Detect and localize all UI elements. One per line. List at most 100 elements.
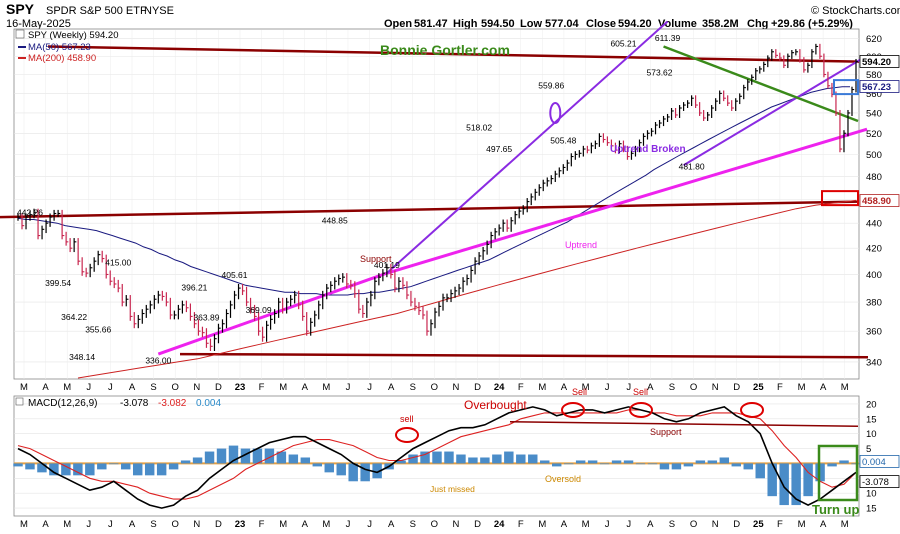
x-tick-label: A xyxy=(129,382,136,393)
price-point-label: 497.65 xyxy=(486,144,512,154)
price-tag-box xyxy=(859,80,900,93)
price-point-label: 348.14 xyxy=(69,352,95,362)
macd-hist-bar xyxy=(49,463,59,476)
macd-x-tick-label: F xyxy=(777,519,783,530)
macd-hist-bar xyxy=(396,460,406,464)
macd-x-tick-label: J xyxy=(108,519,113,530)
macd-x-tick-label: S xyxy=(410,519,416,530)
x-tick-label: J xyxy=(605,382,610,393)
x-tick-label: S xyxy=(150,382,156,393)
macd-legend-hist: 0.004 xyxy=(196,398,221,409)
price-x-axis: M A M J J A S O N D 23 F M A M J J A S O N D 24 F M A M J J A S O N D 25 F M… xyxy=(20,382,849,393)
macd-x-tick-label: A xyxy=(42,519,49,530)
x-tick-label: A xyxy=(42,382,49,393)
close-label: Close xyxy=(586,18,616,30)
macd-hist-bar xyxy=(623,460,634,464)
ma50-line xyxy=(17,86,850,296)
macd-legend-label: MACD(12,26,9) xyxy=(28,398,97,409)
macd-tag-box xyxy=(859,455,900,468)
macd-axis-tags: 0.004 -3.078 xyxy=(859,455,900,488)
macd-x-tick-label: D xyxy=(474,519,481,530)
macd-hist-bar xyxy=(659,463,670,470)
macd-x-tick-label: A xyxy=(302,519,309,530)
macd-hist-bar xyxy=(779,463,789,506)
price-point-label: 399.54 xyxy=(45,278,71,288)
price-point-label: 401.19 xyxy=(374,260,400,270)
price-point-label: 481.80 xyxy=(679,161,705,171)
x-tick-label: O xyxy=(431,382,438,393)
macd-hist-bar xyxy=(312,463,323,467)
chg-label: Chg xyxy=(747,18,768,30)
price-tick-label: 580 xyxy=(866,70,882,81)
macd-hist-bar xyxy=(504,451,514,464)
support-label: Support xyxy=(360,254,392,264)
watermark: Bonnie Gortler.com xyxy=(380,42,510,58)
price-bars xyxy=(17,43,859,351)
x-tick-label: M xyxy=(20,382,28,393)
macd-hist-bar xyxy=(408,454,418,464)
macd-x-tick-label: N xyxy=(712,519,719,530)
macd-x-tick-label: M xyxy=(63,519,71,530)
macd-hist-bar xyxy=(97,463,107,470)
price-point-label: 605.21 xyxy=(610,39,636,49)
macd-hist-bar xyxy=(731,463,742,467)
price-overlays xyxy=(0,20,869,379)
macd-hist-bar xyxy=(13,463,23,467)
macd-hist-bar xyxy=(168,463,179,470)
macd-hist-bar xyxy=(61,463,71,476)
price-tick-label: 560 xyxy=(866,89,882,100)
x-tick-label: N xyxy=(453,382,460,393)
price-grid xyxy=(14,30,859,379)
uptrend-label: Uptrend xyxy=(565,240,597,250)
price-tick-label: 620 xyxy=(866,34,882,45)
x-tick-label: O xyxy=(690,382,697,393)
macd-hist-bar xyxy=(707,460,718,464)
macd-hist-bar xyxy=(37,463,47,473)
uptrend-line-1 xyxy=(157,271,388,356)
copyright: © StockCharts.com xyxy=(811,5,900,17)
price-point-label: 505.48 xyxy=(550,136,576,146)
macd-toggle-icon[interactable] xyxy=(15,397,24,406)
price-tick-label: 480 xyxy=(866,172,882,183)
price-tag: 458.90 xyxy=(862,196,891,207)
macd-lines xyxy=(17,406,859,509)
macd-x-tick-label: A xyxy=(647,519,654,530)
price-point-label: 415.00 xyxy=(105,258,131,268)
macd-hist-bar xyxy=(827,463,837,467)
volume-value: 358.2M xyxy=(702,18,739,30)
macd-hist-bar xyxy=(611,460,622,464)
macd-hist-bar xyxy=(240,448,251,464)
macd-x-tick-label: N xyxy=(193,519,200,530)
chart-date: 16-May-2025 xyxy=(6,18,71,30)
macd-x-tick-label: A xyxy=(129,519,136,530)
price-tick-label: 440 xyxy=(866,219,882,230)
macd-hist-bar xyxy=(599,463,610,465)
macd-hist-bar xyxy=(767,463,777,497)
price-point-label: 448.85 xyxy=(322,215,348,225)
macd-hist-bar xyxy=(109,463,119,465)
macd-hist-bar xyxy=(204,451,215,464)
macd-histogram xyxy=(13,445,861,506)
resistance-line-mid xyxy=(0,200,860,219)
macd-hist-bar xyxy=(264,448,275,464)
macd-hist-bar xyxy=(156,463,167,476)
macd-x-tick-label: 25 xyxy=(753,519,764,530)
macd-hist-bar xyxy=(192,457,203,464)
price-axis-tags: 594.20 567.23 458.90 xyxy=(859,55,900,207)
macd-support-label: Support xyxy=(650,427,682,437)
macd-x-tick-label: A xyxy=(561,519,568,530)
price-tick-label: 540 xyxy=(866,108,882,119)
macd-legend-signal: -3.082 xyxy=(158,398,187,409)
macd-hist-bar xyxy=(432,451,442,464)
price-tick-label: 340 xyxy=(866,357,882,368)
macd-hist-bar xyxy=(324,463,334,473)
high-value: 594.50 xyxy=(481,18,515,30)
price-point-label: 611.39 xyxy=(655,33,681,43)
macd-x-tick-label: J xyxy=(605,519,610,530)
ma50-highlight-box xyxy=(833,79,859,96)
macd-x-tick-label: O xyxy=(171,519,178,530)
macd-x-tick-label: O xyxy=(431,519,438,530)
price-tick-label: 360 xyxy=(866,327,882,338)
legend-toggle-icon[interactable] xyxy=(15,29,25,39)
support-line-bottom xyxy=(179,352,869,359)
